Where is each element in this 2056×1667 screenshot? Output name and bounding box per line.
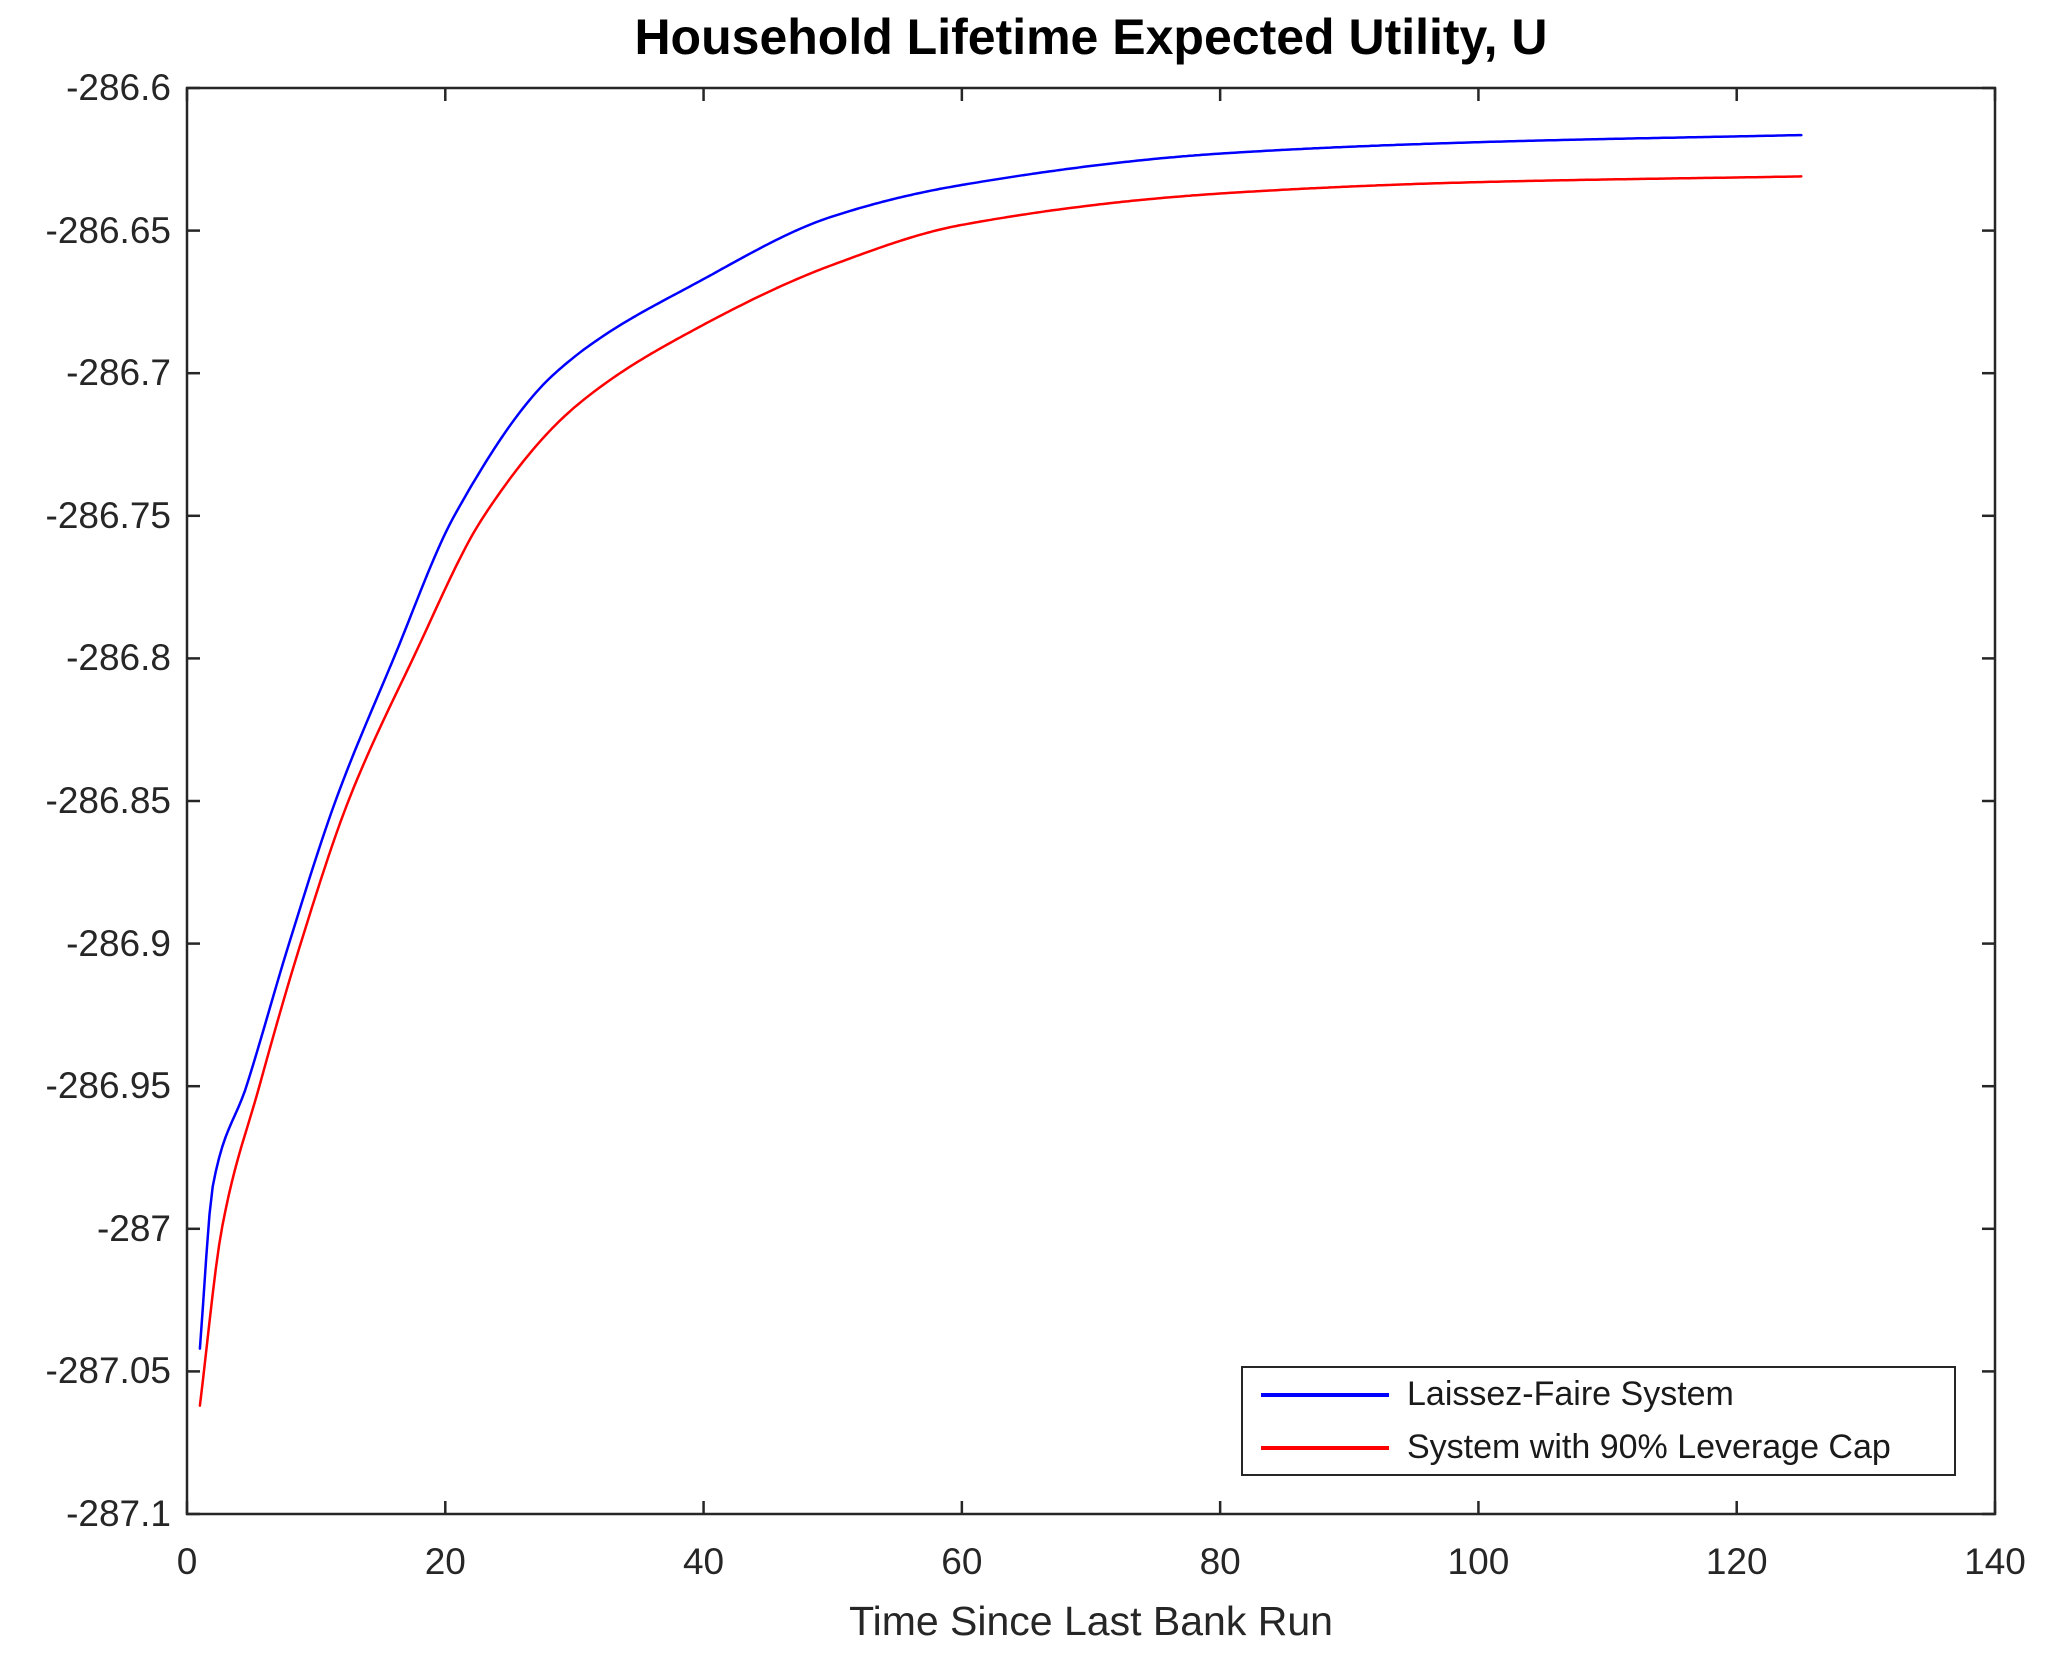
axes-box xyxy=(185,86,1997,1516)
x-tick-label: 20 xyxy=(424,1541,466,1582)
series-line-blue xyxy=(198,133,1803,1350)
x-tick-label: 80 xyxy=(1199,1541,1241,1582)
legend: Laissez-Faire System System with 90% Leve… xyxy=(1241,1366,1956,1476)
x-tick-label: 140 xyxy=(1964,1541,2026,1582)
y-tick-label: -286.7 xyxy=(66,352,171,394)
x-tick-label: 120 xyxy=(1705,1541,1768,1582)
y-tick-label: -286.65 xyxy=(45,209,172,251)
y-tick-label: -287.05 xyxy=(45,1350,172,1392)
y-tick-label: -286.9 xyxy=(66,922,171,964)
y-tick-label: -286.6 xyxy=(66,67,171,108)
y-tick-label: -286.75 xyxy=(45,494,172,536)
y-tick-label: -287.1 xyxy=(66,1493,171,1534)
legend-item: Laissez-Faire System xyxy=(1243,1368,1954,1421)
legend-item: System with 90% Leverage Cap xyxy=(1243,1421,1954,1474)
chart-title: Household Lifetime Expected Utility, U xyxy=(634,9,1548,65)
x-tick-label: 100 xyxy=(1447,1541,1510,1582)
x-tick-label: 0 xyxy=(176,1541,198,1582)
legend-line-sample-blue xyxy=(1261,1392,1389,1397)
legend-label: System with 90% Leverage Cap xyxy=(1407,1428,1891,1466)
legend-line-sample-red xyxy=(1261,1445,1389,1450)
y-tick-label: -286.85 xyxy=(45,780,172,821)
y-tick-label: -286.95 xyxy=(45,1065,172,1107)
x-axis-title: Time Since Last Bank Run xyxy=(849,1598,1333,1644)
series-line-red xyxy=(198,175,1803,1407)
y-tick-label: -286.8 xyxy=(66,637,171,679)
x-tick-label: 40 xyxy=(682,1541,725,1582)
y-tick-label: -287 xyxy=(96,1207,171,1249)
x-tick-label: 60 xyxy=(941,1541,983,1582)
legend-label: Laissez-Faire System xyxy=(1407,1375,1734,1413)
